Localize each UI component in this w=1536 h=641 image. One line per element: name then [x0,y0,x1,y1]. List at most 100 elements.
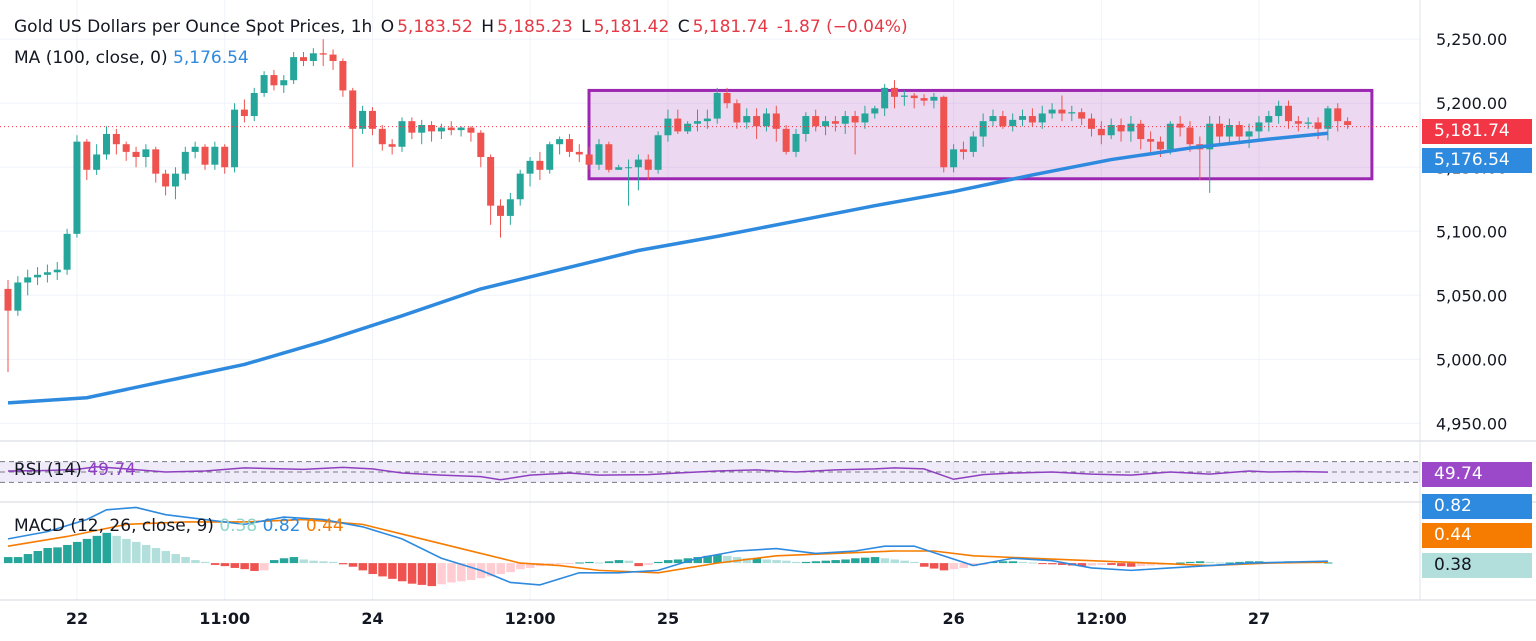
candle-down [132,151,140,158]
macd-hist-bar [132,541,141,564]
change-value: -1.87 (−0.04%) [776,17,908,37]
macd-hist-bar [1146,563,1156,566]
macd-hist-bar [329,561,338,564]
macd-hist-bar [624,560,634,564]
candle-down [999,116,1007,127]
candle-up [93,154,101,170]
macd-hist-bar [1038,563,1047,565]
macd-hist-bar [388,563,397,579]
candle-up [694,121,701,124]
candle-down [1028,116,1036,123]
candle-down [428,125,436,132]
x-tick-label: 26 [942,609,964,628]
macd-hist-bar [1077,563,1087,567]
close-price-tag: 5,181.74 [1422,119,1532,144]
candle-down [575,151,583,155]
macd-hist-bar [1225,562,1234,564]
macd-hist-bar [378,563,387,577]
candle-down [497,205,504,216]
macd-hist-bar [860,557,870,564]
candle-down [152,149,160,174]
candle-up [359,110,367,129]
macd-hist-value: 0.38 [219,516,258,536]
macd-legend[interactable]: MACD (12, 26, close, 9) 0.38 0.82 0.44 [14,516,344,536]
high-label: H [481,17,494,37]
macd-hist-bar [181,557,190,564]
candle-up [743,116,751,123]
candle-down [891,87,898,97]
low-value: 5,181.42 [593,17,670,37]
rsi-value-tag: 49.74 [1422,462,1532,487]
candle-down [467,127,475,133]
macd-hist-bar [457,563,466,582]
candle-up [506,199,514,216]
macd-label: MACD (12, 26, close, 9) [14,516,214,536]
candles[interactable] [4,39,1352,373]
candle-down [477,132,485,158]
time-axis[interactable]: 22 11:00 24 12:00 25 26 12:00 27 [66,609,1270,628]
candle-up [1324,108,1332,129]
candle-up [654,135,662,170]
signal-line [7,518,1328,574]
candle-down [1147,139,1155,142]
candle-down [920,98,928,101]
candle-down [487,157,495,206]
macd-hist-bar [545,563,555,565]
rsi-legend[interactable]: RSI (14) 49.74 [14,460,136,480]
y-tick-label: 5,000.00 [1436,350,1507,369]
macd-hist-bar [82,538,92,564]
candle-down [644,159,652,170]
macd-hist-bar [585,561,594,564]
candle-up [664,118,672,136]
candle-up [615,167,623,170]
candle-up [418,125,426,133]
candle-up [979,121,987,137]
macd-hist-bar [1087,563,1096,566]
candle-down [122,144,130,152]
candle-down [1294,121,1302,124]
macd-hist-bar [309,560,318,564]
x-tick-label: 24 [361,609,383,628]
open-value: 5,183.52 [397,17,473,37]
macd-hist-bar [289,557,299,564]
macd-hist-bar [1117,563,1126,567]
price-axis[interactable]: 5,250.005,200.005,150.005,100.005,050.00… [1436,30,1507,433]
macd-hist-bar [447,563,456,583]
candle-up [634,159,642,168]
candle-up [181,151,189,174]
candle-down [782,128,790,152]
macd-hist-bar [654,561,663,564]
macd-hist-bar [72,541,82,564]
candle-down [1156,141,1164,150]
ma-value: 5,176.54 [173,48,249,68]
candle-up [103,133,110,155]
macd-hist-bar [575,562,584,564]
ma-price-tag: 5,176.54 [1422,148,1532,173]
macd-hist-bar [555,563,565,565]
candle-up [309,53,317,61]
candle-up [53,269,61,273]
pane-separators [0,0,1536,601]
macd-hist-bar [792,561,801,564]
macd-hist-bar [338,563,348,565]
macd-hist-bar [811,561,821,564]
candle-down [349,90,357,129]
macd-hist-bar [220,563,230,567]
candle-up [703,118,711,122]
candle-down [162,173,170,187]
candle-up [950,149,958,168]
candle-up [1019,116,1027,120]
candle-up [802,116,810,134]
candle-up [1225,125,1233,137]
ma-legend[interactable]: MA (100, close, 0) 5,176.54 [14,48,249,68]
macd-hist-bar [939,563,949,571]
x-tick-label: 11:00 [199,609,250,628]
ma-line [7,131,1329,405]
candle-up [398,121,406,147]
candle-down [851,116,859,123]
candle-up [900,95,908,97]
candle-up [260,75,268,93]
candle-up [1206,123,1214,150]
candle-up [142,149,150,158]
y-tick-label: 5,100.00 [1436,222,1507,241]
